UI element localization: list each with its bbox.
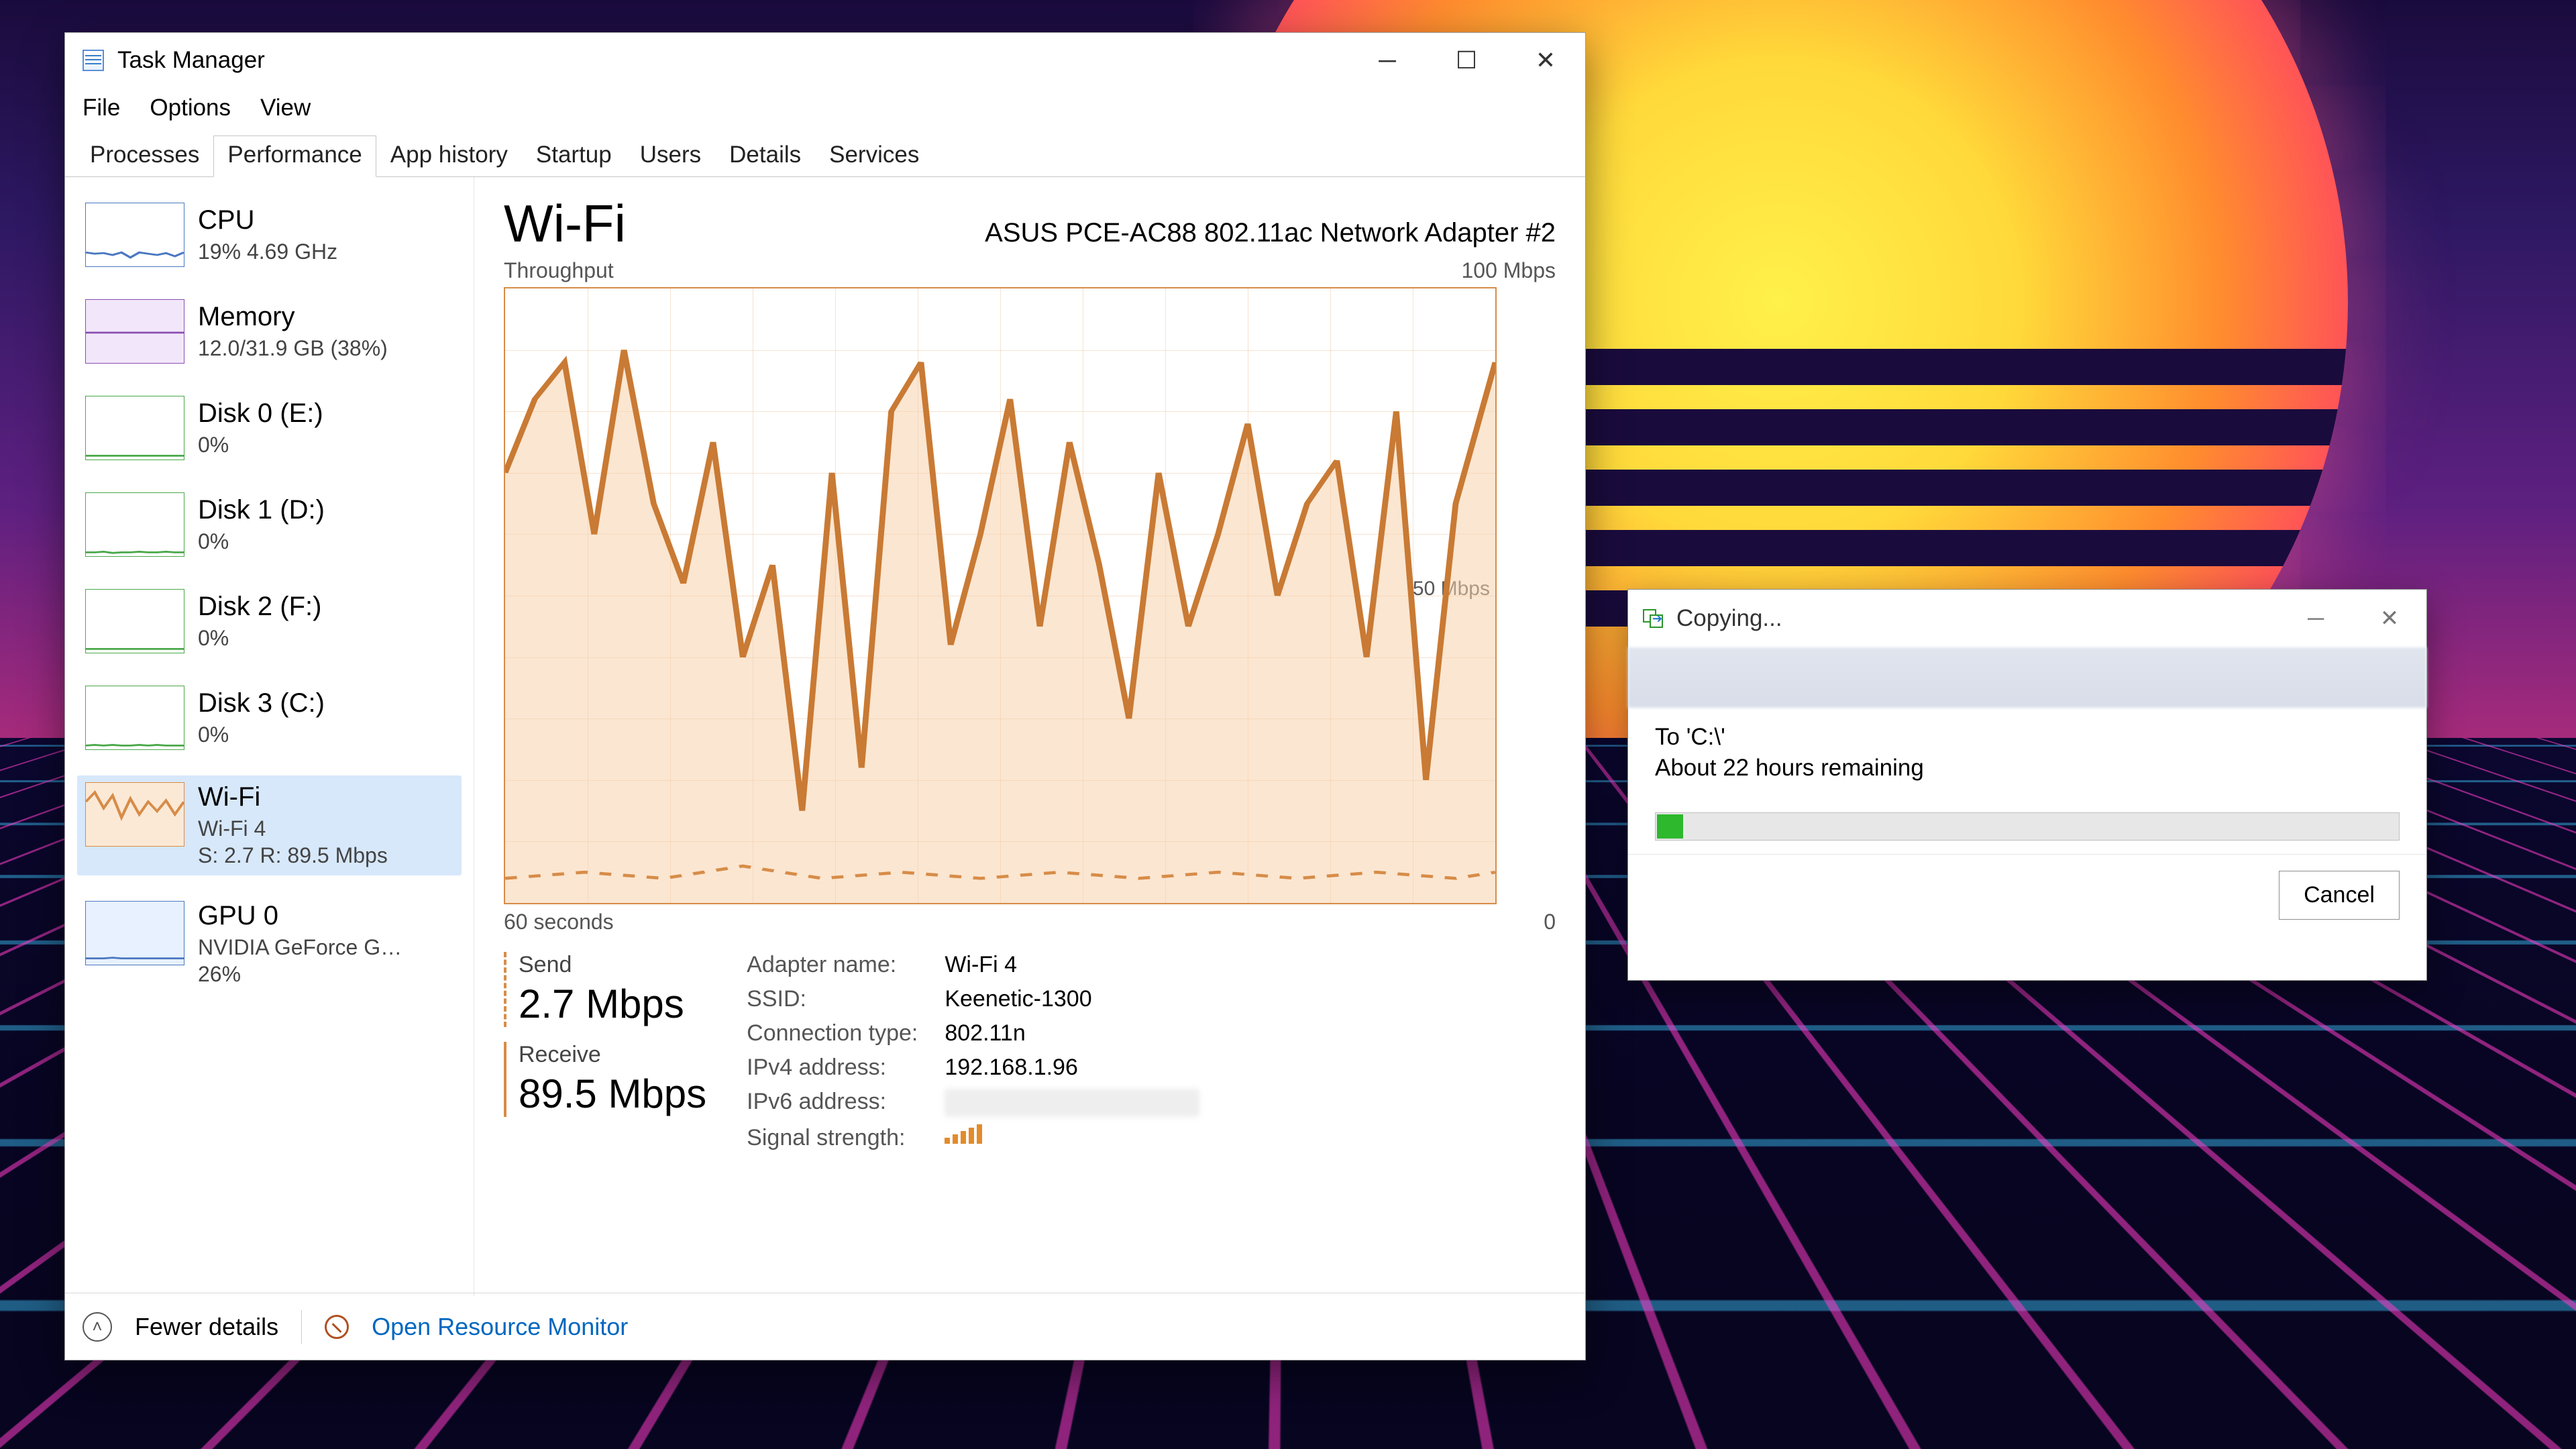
scale-label: 100 Mbps <box>1461 258 1556 283</box>
copy-dialog: ➔ Copying... ─ ✕ To 'C:\' About 22 hours… <box>1627 589 2427 981</box>
tab-strip: ProcessesPerformanceApp historyStartupUs… <box>65 135 1585 177</box>
sidebar-item-cpu[interactable]: CPU 19% 4.69 GHz <box>77 196 462 274</box>
sidebar-subtitle: 0% <box>198 625 321 651</box>
sidebar-thumb-disk2 <box>85 589 184 653</box>
signal-strength-icon <box>945 1125 1199 1144</box>
sidebar-title: Disk 3 (C:) <box>198 688 325 718</box>
detail-value <box>945 1089 1199 1117</box>
ipv6-blurred <box>945 1089 1199 1117</box>
sidebar-subtitle: 0% <box>198 431 323 458</box>
detail-key: SSID: <box>747 986 918 1012</box>
connection-details: Adapter name: Wi-Fi 4 SSID: Keenetic-1300 Co… <box>747 952 1199 1151</box>
sidebar-item-gpu[interactable]: GPU 0NVIDIA GeForce G…26% <box>77 894 462 994</box>
detail-value: 192.168.1.96 <box>945 1055 1199 1081</box>
detail-key: IPv6 address: <box>747 1089 918 1117</box>
sidebar-thumb-disk1 <box>85 492 184 557</box>
detail-value: Keenetic-1300 <box>945 986 1199 1012</box>
detail-value: Wi-Fi 4 <box>945 952 1199 978</box>
cancel-button[interactable]: Cancel <box>2279 871 2400 920</box>
copy-icon: ➔ <box>1643 609 1664 628</box>
x-axis-left: 60 seconds <box>504 910 614 934</box>
tab-processes[interactable]: Processes <box>76 136 213 177</box>
perf-heading: Wi-Fi <box>504 193 626 254</box>
sidebar-thumb-disk3 <box>85 686 184 750</box>
footer: ˄ Fewer details Open Resource Monitor <box>65 1293 1585 1360</box>
sidebar-title: CPU <box>198 205 337 235</box>
sidebar-subtitle: Wi-Fi 4S: 2.7 R: 89.5 Mbps <box>198 815 388 869</box>
sidebar-item-wifi[interactable]: Wi-FiWi-Fi 4S: 2.7 R: 89.5 Mbps <box>77 775 462 875</box>
perf-sidebar: CPU 19% 4.69 GHz Memory 12.0/31.9 GB (38%) D… <box>65 177 474 1296</box>
task-manager-icon <box>81 48 105 72</box>
tab-app-history[interactable]: App history <box>376 136 522 177</box>
copy-eta: About 22 hours remaining <box>1655 755 2400 782</box>
menu-view[interactable]: View <box>260 95 311 121</box>
adapter-name: ASUS PCE-AC88 802.11ac Network Adapter #… <box>985 218 1556 248</box>
send-value: 2.7 Mbps <box>519 981 706 1027</box>
throughput-label: Throughput <box>504 258 614 283</box>
sidebar-subtitle: 0% <box>198 721 325 748</box>
tab-performance[interactable]: Performance <box>213 136 376 177</box>
sidebar-title: Disk 2 (F:) <box>198 592 321 622</box>
sidebar-thumb-memory <box>85 299 184 364</box>
detail-value <box>945 1125 1199 1151</box>
sidebar-thumb-disk0 <box>85 396 184 460</box>
copy-source-blurred <box>1628 647 2426 708</box>
desktop-wallpaper: Task Manager ─ ☐ ✕ File Options View Proce… <box>0 0 2576 1449</box>
sidebar-title: Wi-Fi <box>198 782 388 812</box>
sidebar-item-disk2[interactable]: Disk 2 (F:) 0% <box>77 582 462 660</box>
sidebar-subtitle: 19% 4.69 GHz <box>198 238 337 265</box>
sidebar-thumb-gpu <box>85 901 184 965</box>
sidebar-thumb-cpu <box>85 203 184 267</box>
copy-titlebar[interactable]: ➔ Copying... ─ ✕ <box>1628 590 2426 647</box>
copy-title: Copying... <box>1676 605 1782 632</box>
sidebar-subtitle: 12.0/31.9 GB (38%) <box>198 335 388 362</box>
detail-key: IPv4 address: <box>747 1055 918 1081</box>
detail-key: Signal strength: <box>747 1125 918 1151</box>
menubar: File Options View <box>65 88 1585 135</box>
receive-value: 89.5 Mbps <box>519 1071 706 1117</box>
throughput-chart: 50 Mbps <box>504 287 1497 904</box>
task-manager-window: Task Manager ─ ☐ ✕ File Options View Proce… <box>64 32 1586 1360</box>
copy-progress-fill <box>1657 814 1683 839</box>
window-title: Task Manager <box>117 47 265 74</box>
footer-separator <box>301 1310 302 1344</box>
detail-value: 802.11n <box>945 1020 1199 1046</box>
sidebar-item-disk1[interactable]: Disk 1 (D:) 0% <box>77 486 462 564</box>
sidebar-item-memory[interactable]: Memory 12.0/31.9 GB (38%) <box>77 292 462 370</box>
copy-progress-bar <box>1655 812 2400 841</box>
sidebar-title: Memory <box>198 302 388 332</box>
sidebar-subtitle: 0% <box>198 528 325 555</box>
maximize-button[interactable]: ☐ <box>1427 33 1506 88</box>
resource-monitor-icon <box>325 1315 349 1339</box>
tab-details[interactable]: Details <box>715 136 815 177</box>
copy-close-button[interactable]: ✕ <box>2353 590 2426 647</box>
sidebar-thumb-wifi <box>85 782 184 847</box>
x-axis-right: 0 <box>1544 910 1556 934</box>
copy-destination: To 'C:\' <box>1655 724 2400 751</box>
receive-label: Receive <box>519 1042 706 1068</box>
sidebar-item-disk0[interactable]: Disk 0 (E:)0% <box>77 389 462 467</box>
titlebar[interactable]: Task Manager ─ ☐ ✕ <box>65 33 1585 88</box>
sidebar-subtitle: NVIDIA GeForce G…26% <box>198 934 402 987</box>
detail-key: Connection type: <box>747 1020 918 1046</box>
menu-options[interactable]: Options <box>150 95 231 121</box>
sidebar-item-disk3[interactable]: Disk 3 (C:) 0% <box>77 679 462 757</box>
sidebar-title: GPU 0 <box>198 901 402 931</box>
copy-minimize-button[interactable]: ─ <box>2279 590 2353 647</box>
send-label: Send <box>519 952 706 978</box>
menu-file[interactable]: File <box>83 95 120 121</box>
open-resource-monitor-link[interactable]: Open Resource Monitor <box>372 1313 628 1341</box>
minimize-button[interactable]: ─ <box>1348 33 1427 88</box>
sidebar-title: Disk 0 (E:) <box>198 398 323 429</box>
tab-startup[interactable]: Startup <box>522 136 626 177</box>
sidebar-title: Disk 1 (D:) <box>198 495 325 525</box>
perf-main: Wi-Fi ASUS PCE-AC88 802.11ac Network Ada… <box>474 177 1585 1296</box>
chevron-up-icon[interactable]: ˄ <box>83 1312 112 1342</box>
tab-services[interactable]: Services <box>815 136 933 177</box>
tab-users[interactable]: Users <box>626 136 715 177</box>
close-button[interactable]: ✕ <box>1506 33 1585 88</box>
detail-key: Adapter name: <box>747 952 918 978</box>
fewer-details-link[interactable]: Fewer details <box>135 1313 278 1341</box>
